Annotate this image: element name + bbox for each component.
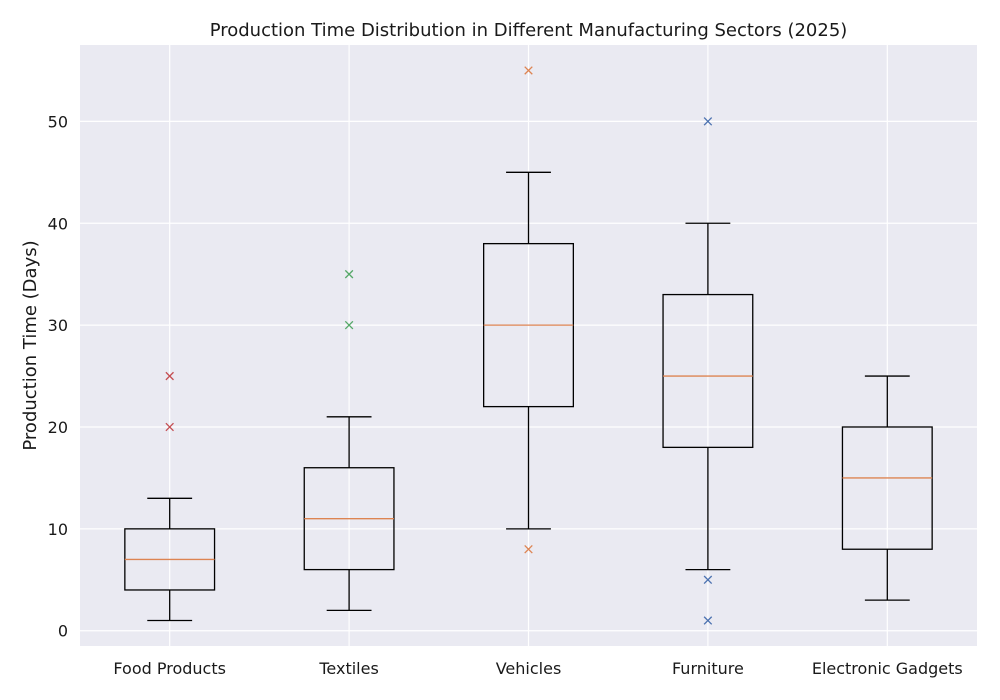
y-tick-label: 10: [48, 520, 68, 539]
outlier-stroke: [524, 66, 533, 75]
outlier-stroke: [703, 575, 713, 585]
x-tick-labels: Food Products Textiles Vehicles Furniture El…: [113, 659, 962, 678]
box-iqr: [662, 293, 754, 449]
y-axis-label: Production Time (Days): [20, 240, 41, 450]
y-tick-label: 50: [48, 112, 68, 131]
y-tick-label: 20: [48, 418, 68, 437]
x-tick-label: Food Products: [113, 659, 226, 678]
outlier-stroke: [344, 269, 354, 279]
outlier-stroke: [703, 117, 713, 126]
x-tick-label: Electronic Gadgets: [812, 659, 963, 678]
outlier-point: [524, 66, 533, 75]
x-tick-label: Furniture: [672, 659, 744, 678]
outlier-point: [703, 575, 713, 585]
outlier-stroke: [165, 371, 174, 381]
boxes: [124, 66, 933, 625]
outlier-point: [165, 422, 174, 432]
x-tick-label: Textiles: [318, 659, 378, 678]
box-group: [124, 371, 216, 622]
outlier-stroke: [524, 544, 533, 554]
outlier-point: [344, 320, 354, 330]
outlier-stroke: [703, 616, 713, 625]
box-group: [662, 117, 754, 625]
outlier-point: [703, 616, 713, 625]
box-iqr: [841, 426, 933, 550]
outlier-point: [703, 117, 713, 126]
box-group: [482, 66, 574, 554]
outlier-stroke: [344, 320, 354, 330]
chart-title: Production Time Distribution in Differen…: [210, 20, 848, 41]
outlier-stroke: [165, 422, 174, 432]
x-tick-label: Vehicles: [496, 659, 562, 678]
y-tick-label: 30: [48, 316, 68, 335]
outlier-point: [524, 544, 533, 554]
y-tick-label: 0: [58, 622, 68, 641]
y-tick-labels: 0 10 20 30 40 50: [48, 112, 68, 640]
outlier-point: [165, 371, 174, 381]
box-group: [841, 375, 933, 601]
y-tick-label: 40: [48, 214, 68, 233]
outlier-point: [344, 269, 354, 279]
box-group: [303, 269, 395, 611]
